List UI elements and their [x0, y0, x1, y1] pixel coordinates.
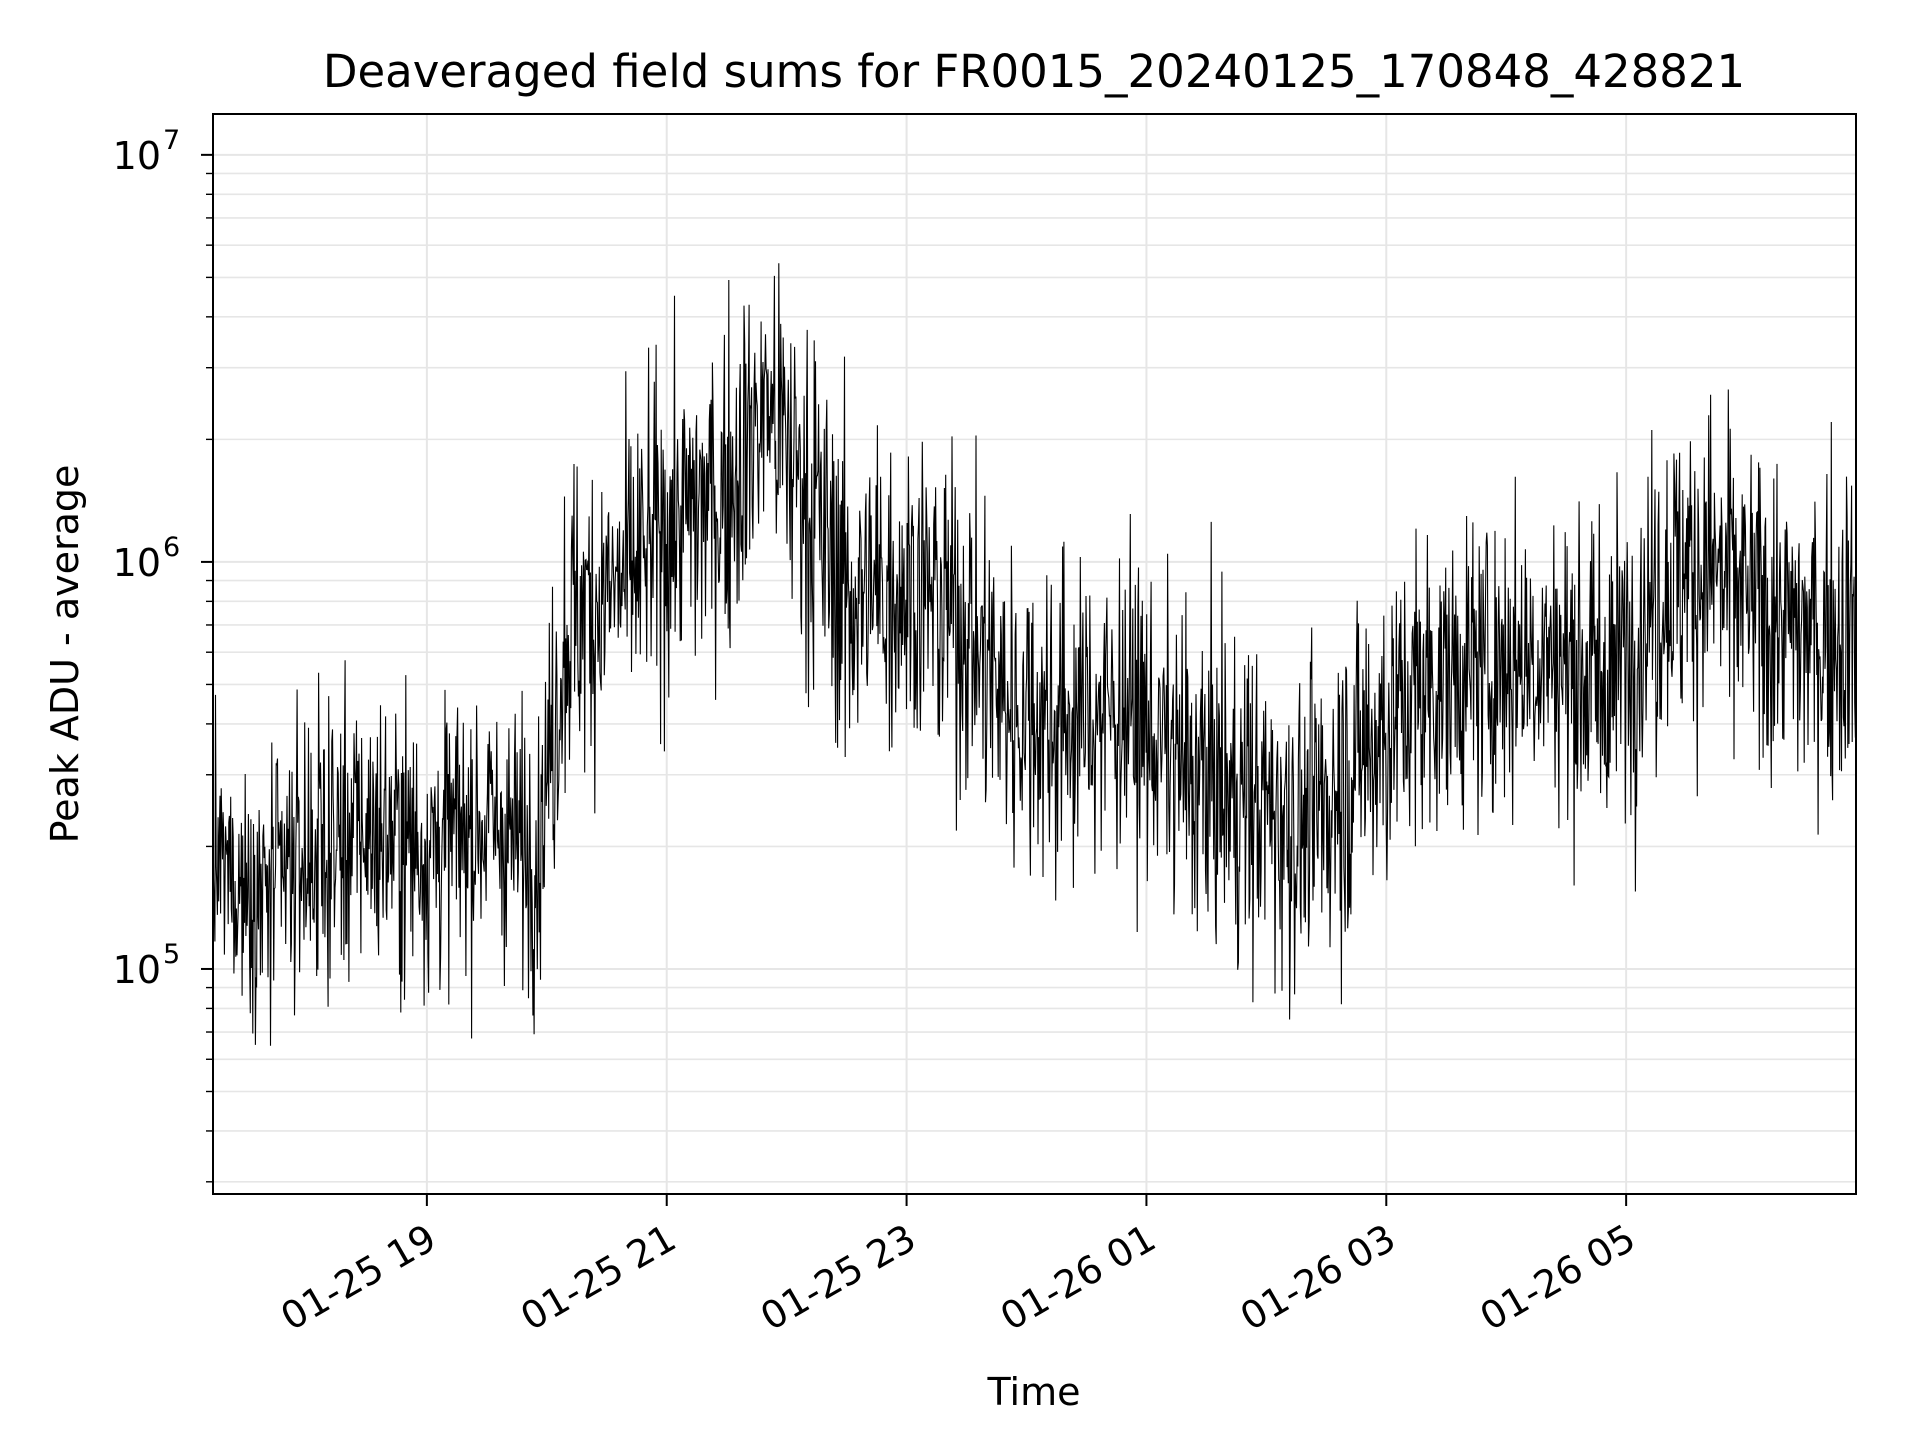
- y-tick-label-base: 10: [113, 134, 161, 178]
- x-axis-label: Time: [987, 1370, 1081, 1414]
- y-tick-label-base: 10: [113, 948, 161, 992]
- data-series-line: [212, 263, 1857, 1046]
- y-tick-label-exponent: 5: [163, 939, 180, 970]
- y-axis-label: Peak ADU - average: [43, 465, 87, 844]
- series-layer: [212, 263, 1857, 1046]
- plot-frame: [212, 113, 1857, 1195]
- y-tick-label-exponent: 7: [163, 125, 180, 156]
- chart-title: Deaveraged field sums for FR0015_2024012…: [323, 45, 1745, 98]
- y-tick-label-base: 10: [113, 541, 161, 585]
- y-tick-label-exponent: 6: [163, 532, 180, 563]
